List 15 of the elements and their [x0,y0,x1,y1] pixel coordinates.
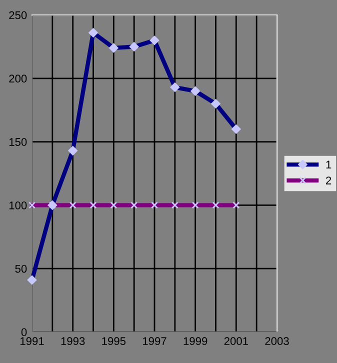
legend-label: 1 [326,160,332,168]
y-tick-label: 100 [9,201,27,210]
x-tick-label: 1991 [20,337,44,346]
y-tick-label: 200 [9,74,27,83]
x-tick-label: 2003 [265,337,289,346]
y-tick-label: 250 [9,11,27,20]
x-tick-label: 2001 [224,337,248,346]
x-tick-label: 1995 [102,337,126,346]
x-tick-label: 1993 [61,337,85,346]
y-tick-label: 150 [9,138,27,146]
y-tick-label: 50 [15,264,27,273]
x-tick-label: 1999 [184,337,208,346]
x-tick-label: 1997 [142,337,166,346]
y-tick-label: 0 [21,328,27,336]
legend-label: 2 [326,176,332,184]
